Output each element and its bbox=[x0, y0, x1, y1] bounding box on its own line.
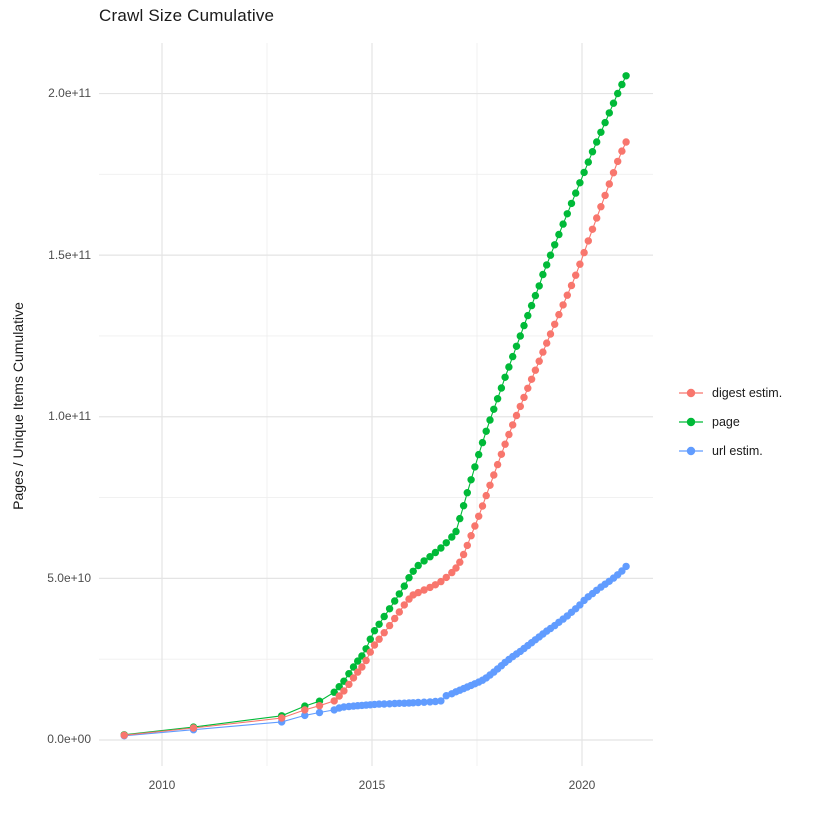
legend-key-line-point-icon bbox=[679, 446, 703, 455]
x-tick-label: 2010 bbox=[148, 778, 176, 792]
chart-title: Crawl Size Cumulative bbox=[99, 6, 275, 25]
legend-label: page bbox=[712, 414, 740, 429]
legend-key-line-point-icon bbox=[679, 417, 703, 426]
y-tick-label: 2.0e+11 bbox=[48, 86, 91, 100]
y-tick-label: 5.0e+10 bbox=[47, 571, 91, 585]
legend-item-page: page bbox=[678, 407, 782, 436]
x-tick-label: 2020 bbox=[568, 778, 596, 792]
legend-item-digest: digest estim. bbox=[678, 378, 782, 407]
y-tick-label: 1.0e+11 bbox=[48, 409, 91, 423]
legend-label: url estim. bbox=[712, 443, 763, 458]
y-tick-label: 1.5e+11 bbox=[48, 248, 91, 262]
y-tick-label: 0.0e+00 bbox=[47, 732, 91, 746]
legend-item-url: url estim. bbox=[678, 436, 782, 465]
legend-label: digest estim. bbox=[712, 385, 783, 400]
x-tick-label: 2015 bbox=[358, 778, 386, 792]
legend-key-line-point-icon bbox=[679, 388, 703, 397]
legend: digest estim. page url estim. bbox=[678, 378, 782, 465]
y-axis-title: Pages / Unique Items Cumulative bbox=[10, 302, 26, 510]
